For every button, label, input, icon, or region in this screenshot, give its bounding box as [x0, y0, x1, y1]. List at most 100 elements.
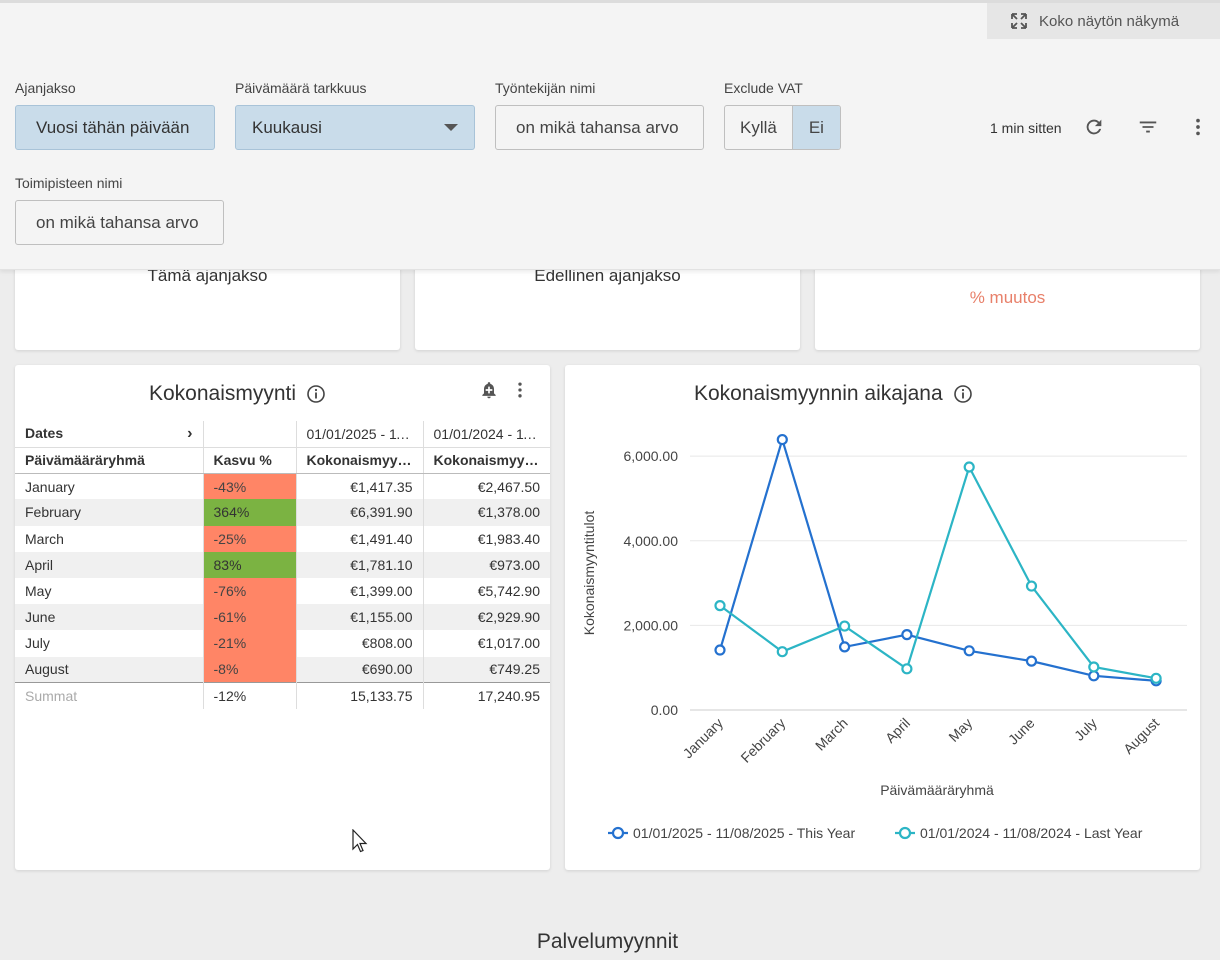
chevron-down-icon: [444, 124, 458, 131]
row-last-year: €2,929.90: [422, 604, 550, 631]
totals-growth: -12%: [202, 682, 296, 709]
employee-label: Työntekijän nimi: [495, 80, 596, 96]
data-point: [901, 629, 913, 641]
filter-icon[interactable]: [1137, 116, 1159, 138]
table-row[interactable]: June -61% €1,155.00 €2,929.90: [15, 604, 550, 631]
row-growth: -43%: [202, 473, 296, 500]
sales-line-chart: 0.00 2,000.00 4,000.00 6,000.00 January Febru…: [581, 433, 1187, 841]
location-filter-button[interactable]: on mikä tahansa arvo: [15, 200, 224, 245]
legend-label: 01/01/2024 - 11/08/2024 - Last Year: [920, 825, 1143, 841]
sales-table-title: Kokonaismyynti: [149, 382, 326, 406]
data-point: [1150, 672, 1162, 684]
row-last-year: €1,983.40: [422, 525, 550, 552]
row-this-year: €1,491.40: [295, 525, 423, 552]
kpi-previous-label: Edellinen ajanjakso: [534, 266, 681, 285]
data-point: [839, 620, 851, 632]
row-this-year: €1,155.00: [295, 604, 423, 631]
chart-title-text: Kokonaismyynnin aikajana: [694, 382, 943, 405]
row-month: July: [25, 635, 50, 652]
x-tick-label: April: [882, 715, 913, 746]
mouse-cursor-icon: [352, 829, 368, 853]
expand-icon: [1011, 13, 1027, 29]
more-vert-icon[interactable]: [510, 380, 530, 400]
row-growth: -8%: [202, 656, 296, 683]
y-axis-title: Kokonaismyyntitulot: [581, 511, 597, 636]
alert-add-icon[interactable]: [479, 380, 499, 400]
fullscreen-label: Koko näytön näkymä: [1039, 12, 1180, 30]
table-row[interactable]: January -43% €1,417.35 €2,467.50: [15, 473, 550, 500]
row-last-year: €2,467.50: [422, 473, 550, 500]
y-tick-label: 2,000.00: [624, 617, 679, 633]
y-tick-label: 0.00: [651, 702, 678, 718]
row-month: February: [15, 499, 203, 526]
totals-this-year: 15,133.75: [295, 682, 423, 709]
granularity-label: Päivämäärä tarkkuus: [235, 80, 367, 96]
row-month: June: [15, 604, 203, 631]
filter-bar: Koko näytön näkymä Ajanjakso Vuosi tähän…: [0, 0, 1220, 270]
refresh-icon[interactable]: [1083, 116, 1105, 138]
legend-label: 01/01/2025 - 11/08/2025 - This Year: [633, 825, 855, 841]
employee-filter-button[interactable]: on mikä tahansa arvo: [495, 105, 704, 150]
pivot-dates-label: Dates: [25, 424, 64, 441]
data-point: [963, 461, 975, 473]
data-point: [714, 600, 726, 612]
info-icon[interactable]: [306, 384, 326, 404]
chevron-right-icon: ›: [187, 424, 193, 442]
pivot-empty-cell: [202, 421, 296, 448]
granularity-dropdown[interactable]: Kuukausi: [235, 105, 475, 150]
pivot-dates-cell[interactable]: Dates ›: [15, 421, 203, 448]
table-row[interactable]: April 83% €1,781.10 €973.00: [15, 551, 550, 578]
x-tick-label: July: [1071, 715, 1100, 744]
row-growth: -76%: [202, 577, 296, 605]
row-this-year: €808.00: [295, 630, 423, 657]
col-header-sales-b[interactable]: Kokonaismyynti: [422, 447, 550, 474]
row-month: August: [15, 656, 203, 683]
section-title-services: Palvelumyynnit: [536, 930, 679, 953]
x-tick-label: January: [680, 715, 727, 762]
vat-option-no[interactable]: Ei: [792, 106, 840, 149]
data-point: [1025, 655, 1038, 667]
col-header-sales-a[interactable]: Kokonaismyynti: [295, 447, 423, 474]
row-this-year: €1,399.00: [295, 577, 423, 605]
table-row[interactable]: February 364% €6,391.90 €1,378.00: [15, 499, 550, 526]
totals-label: Summat: [15, 682, 203, 709]
x-tick-label: August: [1120, 715, 1162, 757]
y-tick-label: 6,000.00: [624, 448, 679, 464]
col-header-growth[interactable]: Kasvu %: [202, 447, 296, 474]
row-growth: 83%: [202, 551, 296, 578]
x-tick-label: May: [945, 715, 975, 745]
info-icon[interactable]: [953, 384, 973, 404]
data-point: [963, 645, 975, 657]
legend-marker: [898, 826, 912, 840]
row-this-year: €6,391.90: [295, 499, 423, 526]
table-row[interactable]: July -21% €808.00 €1,017.00: [15, 630, 550, 657]
row-last-year: €749.25: [422, 656, 550, 683]
totals-row: Summat -12% 15,133.75 17,240.95: [15, 682, 550, 709]
granularity-value: Kuukausi: [252, 117, 322, 137]
x-tick-label: February: [737, 715, 788, 766]
vat-label: Exclude VAT: [724, 80, 803, 96]
last-updated-text: 1 min sitten: [990, 120, 1062, 136]
table-row[interactable]: March -25% €1,491.40 €1,983.40: [15, 525, 550, 552]
location-label: Toimipisteen nimi: [15, 175, 123, 191]
row-month: May: [25, 583, 52, 600]
fullscreen-button[interactable]: Koko näytön näkymä: [987, 3, 1220, 39]
data-point: [839, 641, 851, 653]
table-pivot-row: Dates › 01/01/2025 - 11/08/2025 - This Y…: [15, 421, 550, 448]
table-row[interactable]: August -8% €690.00 €749.25: [15, 656, 550, 683]
data-point: [1025, 580, 1038, 592]
vat-option-yes[interactable]: Kyllä: [725, 106, 793, 149]
totals-last-year: 17,240.95: [422, 682, 550, 709]
x-tick-label: March: [812, 715, 851, 754]
table-row[interactable]: May -76% €1,399.00 €5,742.90: [15, 577, 550, 605]
more-vert-icon[interactable]: [1187, 116, 1209, 138]
col-header-group[interactable]: Päivämääräryhmä: [15, 447, 203, 474]
chart-title: Kokonaismyynnin aikajana: [694, 382, 973, 406]
data-point: [776, 433, 788, 446]
period-filter-button[interactable]: Vuosi tähän päivään: [15, 105, 215, 150]
sales-table: Dates › 01/01/2025 - 11/08/2025 - This Y…: [15, 421, 550, 709]
y-tick-label: 4,000.00: [624, 533, 679, 549]
sales-chart-card: [565, 365, 1200, 870]
legend-marker: [611, 826, 625, 840]
row-month: January: [25, 478, 75, 495]
